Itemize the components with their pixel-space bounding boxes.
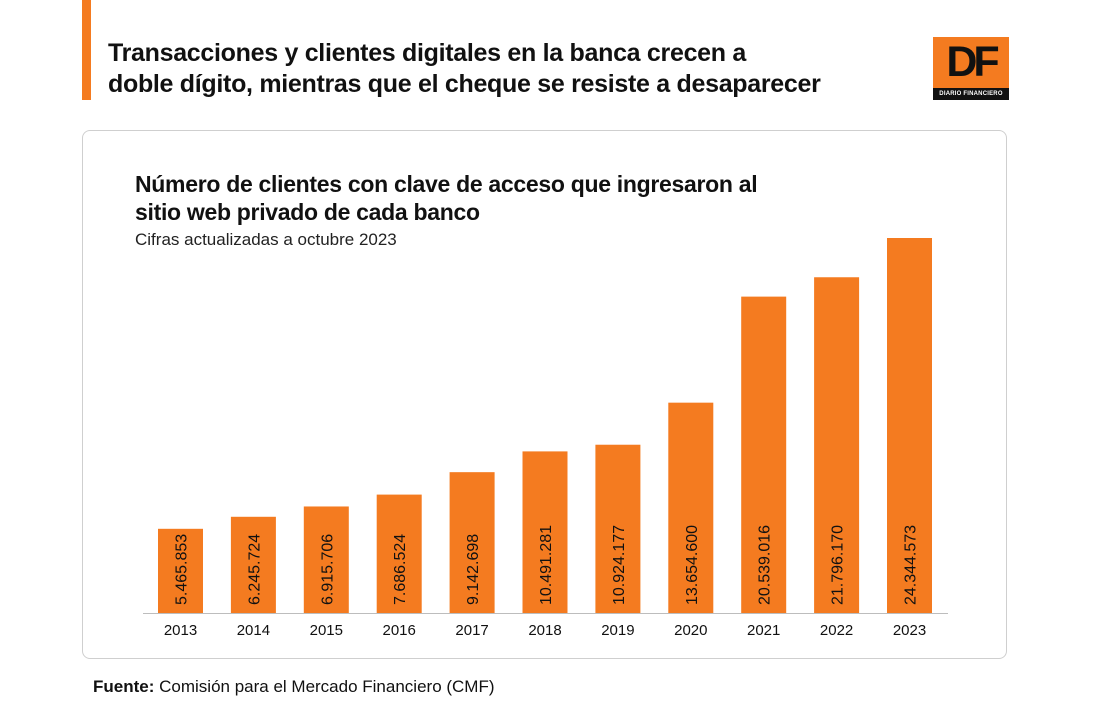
logo-name: DIARIO FINANCIERO [933, 88, 1009, 100]
bar-2015 [303, 506, 349, 613]
headline-line-2: doble dígito, mientras que el cheque se … [108, 70, 821, 98]
x-tick-2019: 2019 [601, 622, 634, 639]
x-tick-2015: 2015 [310, 622, 343, 639]
value-label-2013: 5.465.853 [174, 534, 191, 605]
x-tick-2013: 2013 [164, 622, 197, 639]
source-label: Fuente: [93, 677, 155, 696]
bar-2014 [230, 516, 276, 613]
bar-2017 [449, 472, 495, 613]
value-label-2019: 10.924.177 [611, 525, 628, 605]
x-tick-2016: 2016 [383, 622, 416, 639]
x-tick-2014: 2014 [237, 622, 270, 639]
chart-title-line-1: Número de clientes con clave de acceso q… [135, 171, 758, 197]
source-text: Comisión para el Mercado Financiero (CMF… [159, 677, 495, 696]
bar-2023 [887, 238, 932, 613]
x-tick-2018: 2018 [528, 622, 561, 639]
value-label-2023: 24.344.573 [903, 525, 920, 605]
chart-subtitle: Cifras actualizadas a octubre 2023 [135, 230, 397, 249]
source-note: Fuente: Comisión para el Mercado Financi… [93, 676, 495, 698]
x-tick-2021: 2021 [747, 622, 780, 639]
x-tick-2020: 2020 [674, 622, 707, 639]
bar-2018 [522, 451, 568, 613]
value-label-2015: 6.915.706 [319, 534, 336, 605]
value-label-2021: 20.539.016 [757, 525, 774, 605]
bar-2020 [668, 402, 714, 613]
page-headline: Transacciones y clientes digitales en la… [108, 38, 868, 100]
bar-2016 [376, 494, 422, 613]
headline-line-1: Transacciones y clientes digitales en la… [108, 39, 746, 67]
x-tick-2017: 2017 [455, 622, 488, 639]
value-label-2018: 10.491.281 [538, 525, 555, 605]
bar-2021 [741, 296, 787, 613]
chart-title: Número de clientes con clave de acceso q… [135, 170, 775, 226]
value-label-2014: 6.245.724 [246, 534, 263, 605]
value-label-2017: 9.142.698 [465, 534, 482, 605]
bar-2013 [158, 528, 203, 613]
accent-bar [82, 0, 91, 100]
x-tick-2023: 2023 [893, 622, 926, 639]
bar-2019 [595, 444, 641, 613]
chart-title-line-2: sitio web privado de cada banco [135, 199, 480, 225]
bar-2022 [814, 277, 860, 613]
value-label-2016: 7.686.524 [392, 534, 409, 605]
df-logo: DF DIARIO FINANCIERO [933, 37, 1009, 100]
value-label-2020: 13.654.600 [684, 525, 701, 605]
value-label-2022: 21.796.170 [830, 525, 847, 605]
logo-mark: DF [946, 38, 999, 86]
x-tick-2022: 2022 [820, 622, 853, 639]
